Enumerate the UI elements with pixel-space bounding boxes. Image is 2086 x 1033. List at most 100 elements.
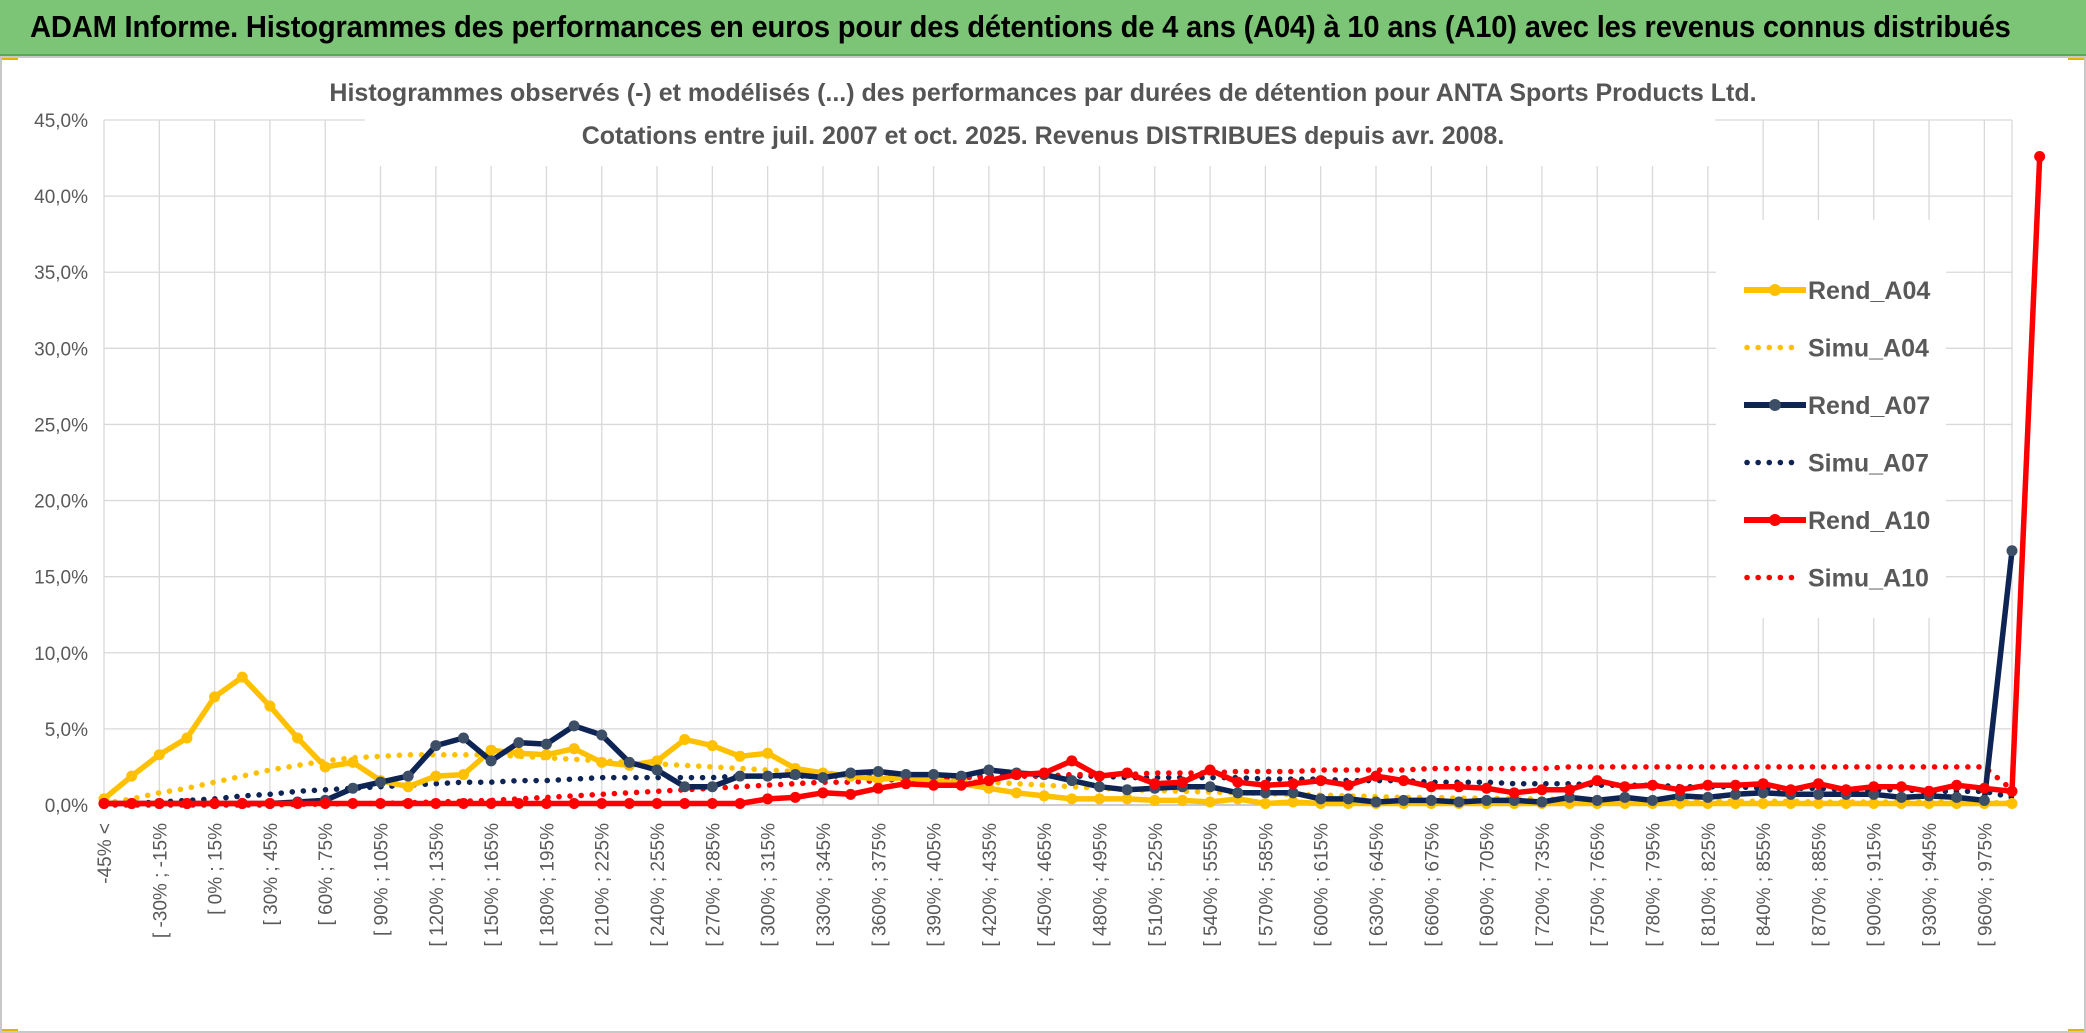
data-point [485, 797, 497, 809]
data-point [319, 761, 331, 773]
data-point [845, 788, 857, 800]
chart-subtitle: Cotations entre juil. 2007 et oct. 2025.… [582, 122, 1505, 150]
data-point [1342, 779, 1354, 791]
data-point [1011, 769, 1023, 781]
data-point [1895, 791, 1907, 803]
legend-item-simu-a04: Simu_A04 [1744, 335, 1929, 363]
data-point [1093, 770, 1105, 782]
data-point [264, 797, 276, 809]
x-tick-label: [ 570% ; 585% [1256, 823, 1277, 947]
data-point [817, 787, 829, 799]
data-point [1453, 796, 1465, 808]
data-point [1508, 794, 1520, 806]
data-point [430, 740, 442, 752]
data-point [568, 743, 580, 755]
data-point [1287, 787, 1299, 799]
data-point [1204, 781, 1216, 793]
x-tick-label: [ -30% ; -15% [150, 823, 171, 938]
data-point [1564, 791, 1576, 803]
data-point [845, 767, 857, 779]
data-point [347, 782, 359, 794]
data-point [596, 797, 608, 809]
data-point [2006, 785, 2018, 797]
data-point [1729, 788, 1741, 800]
x-tick-label: [ 930% ; 945% [1920, 823, 1941, 947]
y-tick-label: 40,0% [34, 187, 88, 208]
data-point [292, 797, 304, 809]
data-point [734, 750, 746, 762]
legend-item-rend-a10: Rend_A10 [1744, 507, 1930, 535]
data-point [1259, 797, 1271, 809]
data-point [1951, 779, 1963, 791]
y-tick-label: 20,0% [34, 492, 88, 513]
series-line [104, 550, 2015, 807]
series-rend-a04 [98, 671, 2018, 809]
data-point [1647, 779, 1659, 791]
data-point [1149, 778, 1161, 790]
data-point [955, 779, 967, 791]
data-point [1785, 784, 1797, 796]
x-tick-label: -45% < [95, 823, 116, 884]
line-chart: 0,0% 5,0% 10,0% 15,0% 20,0% 25,0% 30,0% 35,0% 40… [34, 60, 2046, 947]
data-point [568, 720, 580, 732]
data-point [1232, 787, 1244, 799]
x-tick-label: [ 450% ; 465% [1035, 823, 1056, 947]
data-point [1951, 791, 1963, 803]
data-point [1204, 764, 1216, 776]
x-tick-label: [ 600% ; 615% [1312, 823, 1333, 947]
series-line [102, 674, 2012, 807]
data-point [1481, 782, 1493, 794]
data-point [319, 797, 331, 809]
frame-corner-top-left [0, 56, 18, 60]
legend-background [1716, 220, 1946, 618]
x-tick-label: [ 390% ; 405% [925, 823, 946, 947]
data-point [1591, 794, 1603, 806]
x-tick-label: [ 180% ; 195% [537, 823, 558, 947]
data-point [485, 744, 497, 756]
data-point [2034, 151, 2046, 163]
data-point [983, 775, 995, 787]
data-point [209, 797, 221, 809]
x-tick-label: [ 300% ; 315% [759, 823, 780, 947]
data-point [1038, 790, 1050, 802]
data-point [1370, 770, 1382, 782]
data-point [153, 749, 165, 761]
data-point [513, 797, 525, 809]
data-point [1398, 794, 1410, 806]
data-point [1674, 797, 1686, 809]
data-point [1729, 797, 1741, 809]
data-point [1702, 779, 1714, 791]
x-tick-label: [ 660% ; 675% [1422, 823, 1443, 947]
x-tick-label: [ 270% ; 285% [703, 823, 724, 947]
data-point [347, 797, 359, 809]
x-tick-label: [ 150% ; 165% [482, 823, 503, 947]
data-point [872, 766, 884, 778]
data-point [1702, 791, 1714, 803]
data-point [1287, 778, 1299, 790]
data-point [1840, 797, 1852, 809]
chart-title: Histogrammes observés (-) et modélisés (… [329, 79, 1756, 107]
legend-item-simu-a10: Simu_A10 [1744, 565, 1929, 593]
data-point [1287, 796, 1299, 808]
data-point [762, 770, 774, 782]
data-point [1564, 784, 1576, 796]
data-point [1812, 797, 1824, 809]
data-point [1812, 778, 1824, 790]
data-point [540, 797, 552, 809]
data-point [1121, 767, 1133, 779]
data-point [1868, 781, 1880, 793]
x-tick-label: [ 90% ; 105% [372, 823, 393, 936]
data-point [540, 749, 552, 761]
data-point [1370, 796, 1382, 808]
data-point [181, 797, 193, 809]
series-rend-a10 [98, 151, 2046, 809]
data-point [1453, 781, 1465, 793]
data-point [1785, 797, 1797, 809]
data-point [568, 797, 580, 809]
x-tick-label: [ 750% ; 765% [1588, 823, 1609, 947]
series-line [101, 752, 2015, 807]
data-point [928, 779, 940, 791]
data-point [1536, 784, 1548, 796]
series-simu-a04 [101, 752, 2015, 807]
data-point [872, 782, 884, 794]
